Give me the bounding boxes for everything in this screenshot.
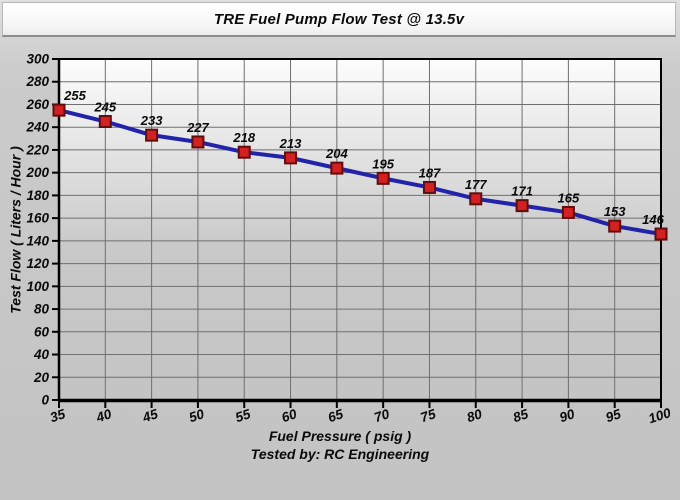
data-point-marker	[284, 151, 298, 165]
data-point-marker	[52, 103, 66, 117]
x-tick-label: 80	[465, 406, 484, 425]
data-point-label: 233	[140, 113, 163, 128]
x-tick-label: 50	[187, 406, 206, 425]
y-tick-label: 200	[25, 165, 49, 180]
data-point-label: 227	[186, 120, 209, 135]
plot-area	[59, 59, 661, 400]
data-point-label: 213	[279, 136, 302, 151]
data-point-marker	[654, 227, 668, 241]
data-point-marker	[330, 161, 344, 175]
chart-title-bar: TRE Fuel Pump Flow Test @ 13.5v	[2, 2, 676, 37]
data-point-label: 187	[419, 165, 441, 180]
data-point-marker	[145, 128, 159, 142]
data-point-label: 245	[93, 100, 116, 115]
x-tick-label: 95	[604, 406, 623, 425]
data-point-marker	[422, 180, 436, 194]
data-point-marker	[469, 192, 483, 206]
data-point-label: 195	[372, 156, 394, 171]
data-point-label: 177	[465, 177, 487, 192]
tested-by-note: Tested by: RC Engineering	[250, 446, 430, 462]
y-tick-label: 220	[25, 142, 49, 157]
data-point-marker	[608, 219, 622, 233]
data-point-label: 171	[511, 184, 533, 199]
data-point-label: 255	[63, 88, 86, 103]
y-tick-label: 300	[26, 52, 49, 67]
data-point-marker	[515, 199, 529, 213]
x-tick-label: 55	[233, 406, 252, 425]
data-point-marker	[191, 135, 205, 149]
y-tick-label: 140	[26, 233, 49, 248]
x-tick-label: 65	[326, 406, 345, 425]
x-tick-label: 75	[419, 406, 438, 425]
y-tick-label: 20	[33, 370, 50, 385]
chart-title: TRE Fuel Pump Flow Test @ 13.5v	[213, 10, 465, 28]
data-point-marker	[376, 171, 390, 185]
y-tick-label: 0	[41, 393, 49, 408]
x-tick-label: 60	[280, 406, 299, 425]
y-tick-label: 120	[26, 256, 49, 271]
data-point-marker	[561, 205, 575, 219]
y-tick-label: 100	[26, 279, 49, 294]
y-tick-label: 280	[25, 74, 49, 89]
x-tick-label: 35	[48, 406, 67, 425]
y-tick-label: 40	[33, 347, 50, 362]
data-point-label: 153	[604, 204, 626, 219]
y-tick-label: 240	[25, 120, 49, 135]
y-tick-label: 160	[26, 211, 49, 226]
y-tick-label: 260	[25, 97, 49, 112]
data-point-marker	[237, 145, 251, 159]
data-point-label: 218	[232, 130, 255, 145]
data-point-label: 165	[558, 190, 580, 205]
y-tick-label: 60	[34, 324, 50, 339]
data-point-label: 146	[642, 212, 664, 227]
y-axis-title: Test Flow ( Liters / Hour )	[7, 146, 24, 314]
x-axis-title: Fuel Pressure ( psig )	[268, 428, 412, 444]
y-tick-label: 80	[34, 302, 50, 317]
x-tick-label: 40	[94, 406, 114, 425]
x-tick-label: 85	[511, 406, 530, 425]
x-tick-label: 70	[372, 406, 391, 425]
x-tick-label: 90	[558, 406, 577, 425]
data-point-label: 204	[325, 146, 348, 161]
data-line	[57, 108, 663, 237]
y-tick-label: 180	[26, 188, 49, 203]
x-tick-label: 100	[647, 405, 674, 426]
x-tick-label: 45	[140, 406, 160, 425]
data-point-marker	[98, 115, 112, 129]
